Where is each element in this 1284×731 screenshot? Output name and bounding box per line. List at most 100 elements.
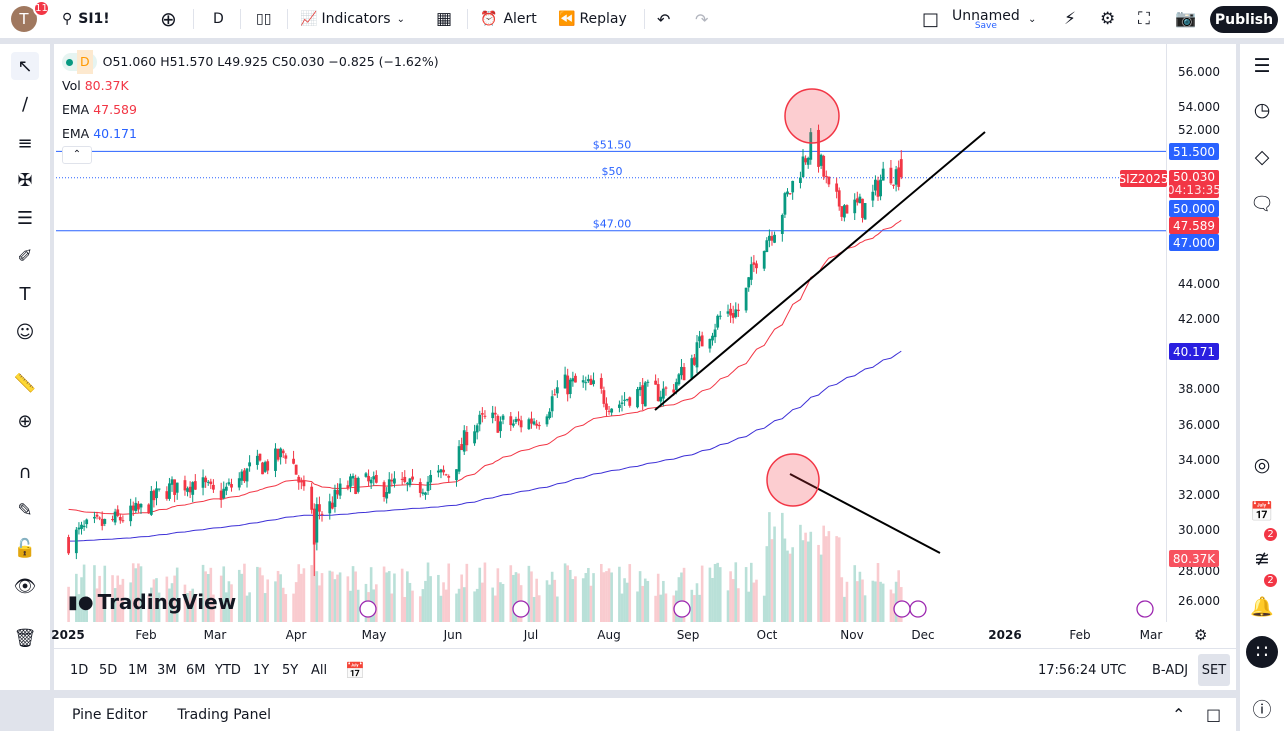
cursor-tool[interactable]: ↖: [11, 52, 39, 80]
templates-button[interactable]: ▦: [436, 0, 452, 38]
layout-menu-chevron[interactable]: ⌄: [1028, 0, 1036, 38]
snapshot-button[interactable]: 📷: [1175, 0, 1196, 38]
pattern-tool[interactable]: ✠: [11, 166, 39, 194]
calendar-button[interactable]: 📅: [1248, 497, 1276, 525]
ideas-stream-button[interactable]: ≇: [1248, 545, 1276, 573]
volume-bar: [390, 593, 394, 622]
watchlist-button[interactable]: ☰: [1248, 52, 1276, 80]
fullscreen-button[interactable]: ⛶: [1138, 0, 1150, 38]
publish-button[interactable]: Publish: [1210, 6, 1278, 33]
remove-drawings-tool[interactable]: 🗑: [11, 624, 39, 652]
emoji-tool[interactable]: ☺: [11, 318, 39, 346]
tab-trading-panel[interactable]: Trading Panel: [177, 706, 271, 723]
candle: [447, 475, 451, 478]
layout-name-button[interactable]: Unnamed Save: [952, 0, 1020, 38]
range-ytd[interactable]: YTD: [215, 662, 241, 678]
hide-drawings-tool[interactable]: 👁: [11, 572, 39, 600]
volume-bar: [346, 576, 350, 622]
range-3m[interactable]: 3M: [157, 662, 177, 678]
brush-tool[interactable]: ✐: [11, 242, 39, 270]
maximize-panel-button[interactable]: □: [1206, 705, 1221, 724]
notifications-button[interactable]: 🔔: [1248, 592, 1276, 620]
volume-bar: [762, 595, 766, 622]
session-toggle[interactable]: SET: [1198, 654, 1230, 686]
range-1d[interactable]: 1D: [70, 662, 89, 678]
replay-button[interactable]: ⏪ Replay: [558, 0, 627, 38]
tradingview-logo[interactable]: ▮● TradingView: [68, 590, 236, 614]
alerts-panel-button[interactable]: ◷: [1248, 96, 1276, 124]
candle: [545, 416, 549, 425]
undo-button[interactable]: ↶: [657, 0, 670, 38]
candle: [698, 336, 701, 342]
volume-bar: [481, 582, 484, 622]
stay-drawing-tool[interactable]: ✎: [11, 496, 39, 524]
date-range-button[interactable]: 📅: [345, 652, 365, 688]
screener-button[interactable]: ◎: [1248, 451, 1276, 479]
fib-tool[interactable]: ≡: [11, 129, 39, 157]
candle: [517, 418, 520, 421]
settings-button[interactable]: ⚙: [1100, 0, 1115, 38]
tab-pine-editor[interactable]: Pine Editor: [72, 706, 148, 723]
chart-type-button[interactable]: ▯▯: [256, 0, 271, 38]
help-button[interactable]: ⓘ: [1248, 694, 1276, 722]
products-button[interactable]: ∷: [1246, 636, 1278, 668]
chat-button[interactable]: 🗨: [1248, 189, 1276, 217]
compare-button[interactable]: ⊕: [160, 0, 177, 38]
range-6m[interactable]: 6M: [186, 662, 206, 678]
market-status[interactable]: D: [62, 50, 97, 74]
object-tree-button[interactable]: ◇: [1248, 143, 1276, 171]
candle: [636, 389, 639, 408]
measure-tool[interactable]: 📏: [11, 369, 39, 397]
forecast-tool[interactable]: ☰: [11, 204, 39, 232]
volume-bar: [729, 571, 732, 622]
text-tool[interactable]: T: [11, 280, 39, 308]
magnet-tool[interactable]: ∩: [11, 458, 39, 486]
candle: [183, 480, 187, 491]
volume-bar: [628, 564, 632, 622]
candle: [299, 481, 303, 483]
candle: [530, 418, 533, 424]
volume-bar: [881, 583, 885, 622]
candle: [752, 262, 756, 265]
candle: [628, 397, 632, 406]
alerts-badge: 2: [1262, 572, 1279, 589]
volume-bar: [708, 567, 712, 622]
square-icon: □: [922, 8, 940, 30]
range-all[interactable]: All: [311, 662, 328, 678]
volume-bar: [385, 572, 388, 622]
trendline-tool[interactable]: ∕: [11, 90, 39, 118]
volume-bar: [279, 574, 282, 622]
lock-drawings-tool[interactable]: 🔓: [11, 534, 39, 562]
collapse-panel-button[interactable]: ⌃: [1172, 705, 1185, 724]
time-tick: 2026: [988, 628, 1022, 642]
volume-bar: [95, 588, 99, 622]
indicators-button[interactable]: 📈 Indicators ⌄: [300, 0, 405, 38]
clock[interactable]: 17:56:24 UTC: [1038, 662, 1127, 678]
range-5y[interactable]: 5Y: [282, 662, 299, 678]
avatar[interactable]: T: [11, 6, 37, 32]
badj-toggle[interactable]: B-ADJ: [1152, 662, 1189, 678]
collapse-legend-button[interactable]: ⌃: [62, 146, 92, 164]
timeaxis-settings[interactable]: ⚙: [1194, 626, 1207, 644]
volume-bar: [157, 592, 161, 622]
zoom-tool[interactable]: ⊕: [11, 407, 39, 435]
ema-fast-line: [68, 219, 902, 515]
volume-bar: [245, 595, 249, 622]
price-tick: 32.000: [1178, 488, 1220, 503]
volume-bar: [545, 580, 549, 622]
layout-toggle[interactable]: □: [922, 0, 939, 38]
symbol-search[interactable]: ⚲ SI1!: [62, 0, 110, 38]
range-5d[interactable]: 5D: [99, 662, 118, 678]
alert-button[interactable]: ⏰ Alert: [480, 0, 537, 38]
quick-search-button[interactable]: ⚡: [1064, 0, 1076, 38]
redo-button[interactable]: ↷: [695, 0, 708, 38]
range-1y[interactable]: 1Y: [253, 662, 270, 678]
volume-bar: [553, 579, 557, 622]
ema-fast-label: EMA: [62, 102, 90, 117]
interval-button[interactable]: D: [213, 11, 224, 27]
volume-bar: [408, 582, 412, 622]
range-1m[interactable]: 1M: [128, 662, 148, 678]
volume-bar: [781, 512, 784, 622]
candle: [674, 382, 678, 390]
